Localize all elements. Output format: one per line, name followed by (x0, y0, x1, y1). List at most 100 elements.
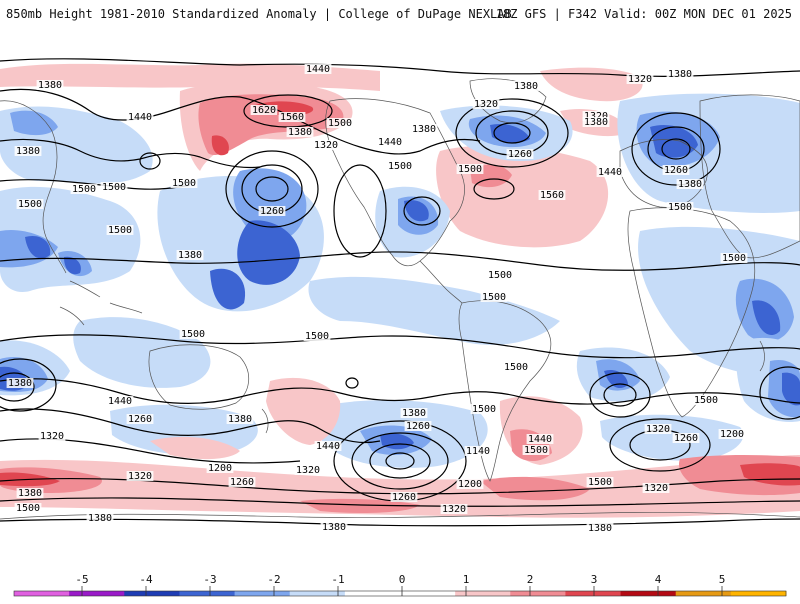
contour-label-bg (106, 396, 134, 406)
contour-label-bg (126, 112, 154, 122)
coastline-south-america (458, 300, 552, 482)
contour-label: 1320 (314, 140, 338, 151)
colorbar-tick-label: -3 (203, 573, 216, 586)
contour-label-bg (14, 146, 42, 156)
contour-label-bg (692, 395, 720, 405)
contour-line (0, 88, 481, 155)
contour-closed-low (603, 383, 637, 407)
contour-label-bg (470, 404, 498, 414)
anomaly-positive-region (300, 498, 420, 513)
contour-label: 1440 (528, 434, 552, 445)
anomaly-negative-region (782, 372, 800, 406)
anomaly-negative-region (10, 110, 58, 136)
contour-label: 1200 (720, 429, 744, 440)
contour-labels: 1440138013201440138016201560150013801320… (6, 64, 748, 531)
contour-label: 1380 (412, 124, 436, 135)
colorbar-tick-label: 0 (399, 573, 406, 586)
contour-label-bg (100, 182, 128, 192)
contour-label-bg (250, 105, 278, 115)
contour-label: 1260 (128, 414, 152, 425)
contour-closed-high (139, 152, 161, 170)
anomaly-negative-region (237, 220, 300, 285)
colorbar-outline (13, 590, 787, 597)
contour-closed-low (609, 418, 711, 472)
contour-label-bg (400, 408, 428, 418)
contour-label-bg (512, 81, 540, 91)
contour-label: 1380 (228, 414, 252, 425)
contour-closed-low (0, 358, 57, 412)
contour-closed-low (0, 372, 35, 402)
contour-label-bg (86, 513, 114, 523)
contour-label: 1320 (442, 504, 466, 515)
contour-label: 1500 (16, 503, 40, 514)
contour-label: 1140 (466, 446, 490, 457)
anomaly-positive-region (266, 377, 341, 445)
contour-label-bg (666, 202, 694, 212)
contour-label-bg (666, 69, 694, 79)
contour-label: 1440 (378, 137, 402, 148)
contour-label: 1320 (628, 74, 652, 85)
colorbar-segment (455, 591, 511, 596)
colorbar-tick-label: -5 (75, 573, 88, 586)
contour-label-bg (126, 471, 154, 481)
colorbar-segment (620, 591, 677, 596)
contour-label: 1260 (260, 206, 284, 217)
contour-label: 1320 (474, 99, 498, 110)
contour-line (0, 378, 800, 405)
contour-label-bg (326, 118, 354, 128)
contour-closed-high (473, 178, 515, 200)
contour-label-bg (644, 424, 672, 434)
contour-label: 1380 (8, 378, 32, 389)
coastline-maritime (59, 280, 143, 326)
coastline-east-asia (0, 100, 67, 274)
contour-label-bg (386, 161, 414, 171)
contour-label: 1440 (108, 396, 132, 407)
colorbar-tick-label: 5 (719, 573, 726, 586)
contour-label: 1320 (644, 483, 668, 494)
contour-closed-low (255, 176, 289, 202)
contour-line (0, 408, 381, 444)
coastline-africa (627, 207, 756, 418)
contour-label: 1380 (18, 488, 42, 499)
contour-closed-low (351, 432, 449, 490)
colorbar-segment (565, 591, 622, 596)
anomaly-positive-region (150, 436, 240, 460)
contour-label: 1500 (504, 362, 528, 373)
colorbar-tick-label: -1 (331, 573, 344, 586)
contour-label-bg (586, 523, 614, 531)
contour-label: 1380 (514, 81, 538, 92)
anomaly-negative-region (64, 256, 81, 275)
contour-label: 1380 (16, 146, 40, 157)
contour-label-bg (464, 446, 492, 456)
contour-label-bg (472, 99, 500, 109)
contour-label-bg (586, 477, 614, 487)
contour-label: 1500 (181, 329, 205, 340)
colorbar-segment (124, 591, 180, 596)
contour-label: 1320 (584, 111, 608, 122)
colorbar-segment (510, 591, 566, 596)
contour-label: 1380 (88, 513, 112, 524)
anomaly-negative-region (600, 414, 744, 461)
contour-label: 1500 (72, 184, 96, 195)
contour-label-bg (522, 445, 550, 455)
contour-line (0, 497, 800, 507)
coastline-madagascar (759, 340, 765, 372)
anomaly-negative-region (404, 200, 429, 222)
contour-label-bg (502, 362, 530, 372)
contour-label-bg (410, 124, 438, 134)
coastline-australia (148, 344, 249, 410)
contour-label-bg (228, 477, 256, 487)
contour-label-bg (718, 429, 746, 439)
contour-label-bg (720, 253, 748, 263)
contour-label-bg (303, 331, 331, 341)
anomaly-positive-region (0, 455, 800, 518)
contour-closed-low (493, 122, 531, 144)
contour-label-bg (106, 225, 134, 235)
contour-label: 1440 (306, 64, 330, 75)
anomaly-negative-region (73, 317, 211, 388)
contour-label: 1500 (472, 404, 496, 415)
contour-label-bg (14, 503, 42, 513)
contour-label-bg (179, 329, 207, 339)
contour-label: 1500 (108, 225, 132, 236)
anomaly-negative-region (0, 186, 141, 292)
